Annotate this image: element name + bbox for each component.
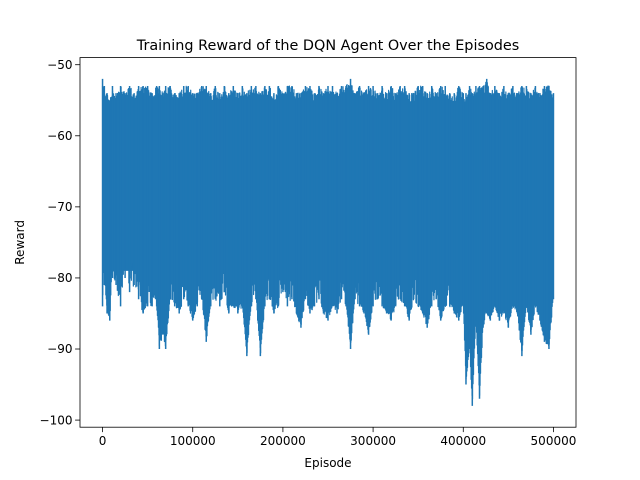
- x-tick-label: 400000: [440, 434, 486, 448]
- y-tick-label: −70: [47, 200, 72, 214]
- y-ticks: −100 −90 −80 −70 −60 −50: [40, 58, 80, 427]
- series-layer: [101, 78, 555, 406]
- y-tick-label: −90: [47, 342, 72, 356]
- y-axis-label: Reward: [13, 220, 27, 265]
- y-tick-label: −50: [47, 58, 72, 72]
- y-tick-label: −60: [47, 129, 72, 143]
- x-axis-label: Episode: [304, 456, 351, 470]
- chart-title: Training Reward of the DQN Agent Over th…: [136, 38, 519, 54]
- y-tick-label: −80: [47, 271, 72, 285]
- x-tick-label: 100000: [170, 434, 216, 448]
- x-tick-label: 0: [99, 434, 107, 448]
- x-tick-label: 500000: [531, 434, 577, 448]
- axes-frame: [79, 57, 577, 428]
- x-ticks: 0 100000 200000 300000 400000 500000: [99, 427, 577, 448]
- x-tick-label: 300000: [350, 434, 396, 448]
- y-tick-label: −100: [40, 413, 73, 427]
- x-tick-label: 200000: [260, 434, 306, 448]
